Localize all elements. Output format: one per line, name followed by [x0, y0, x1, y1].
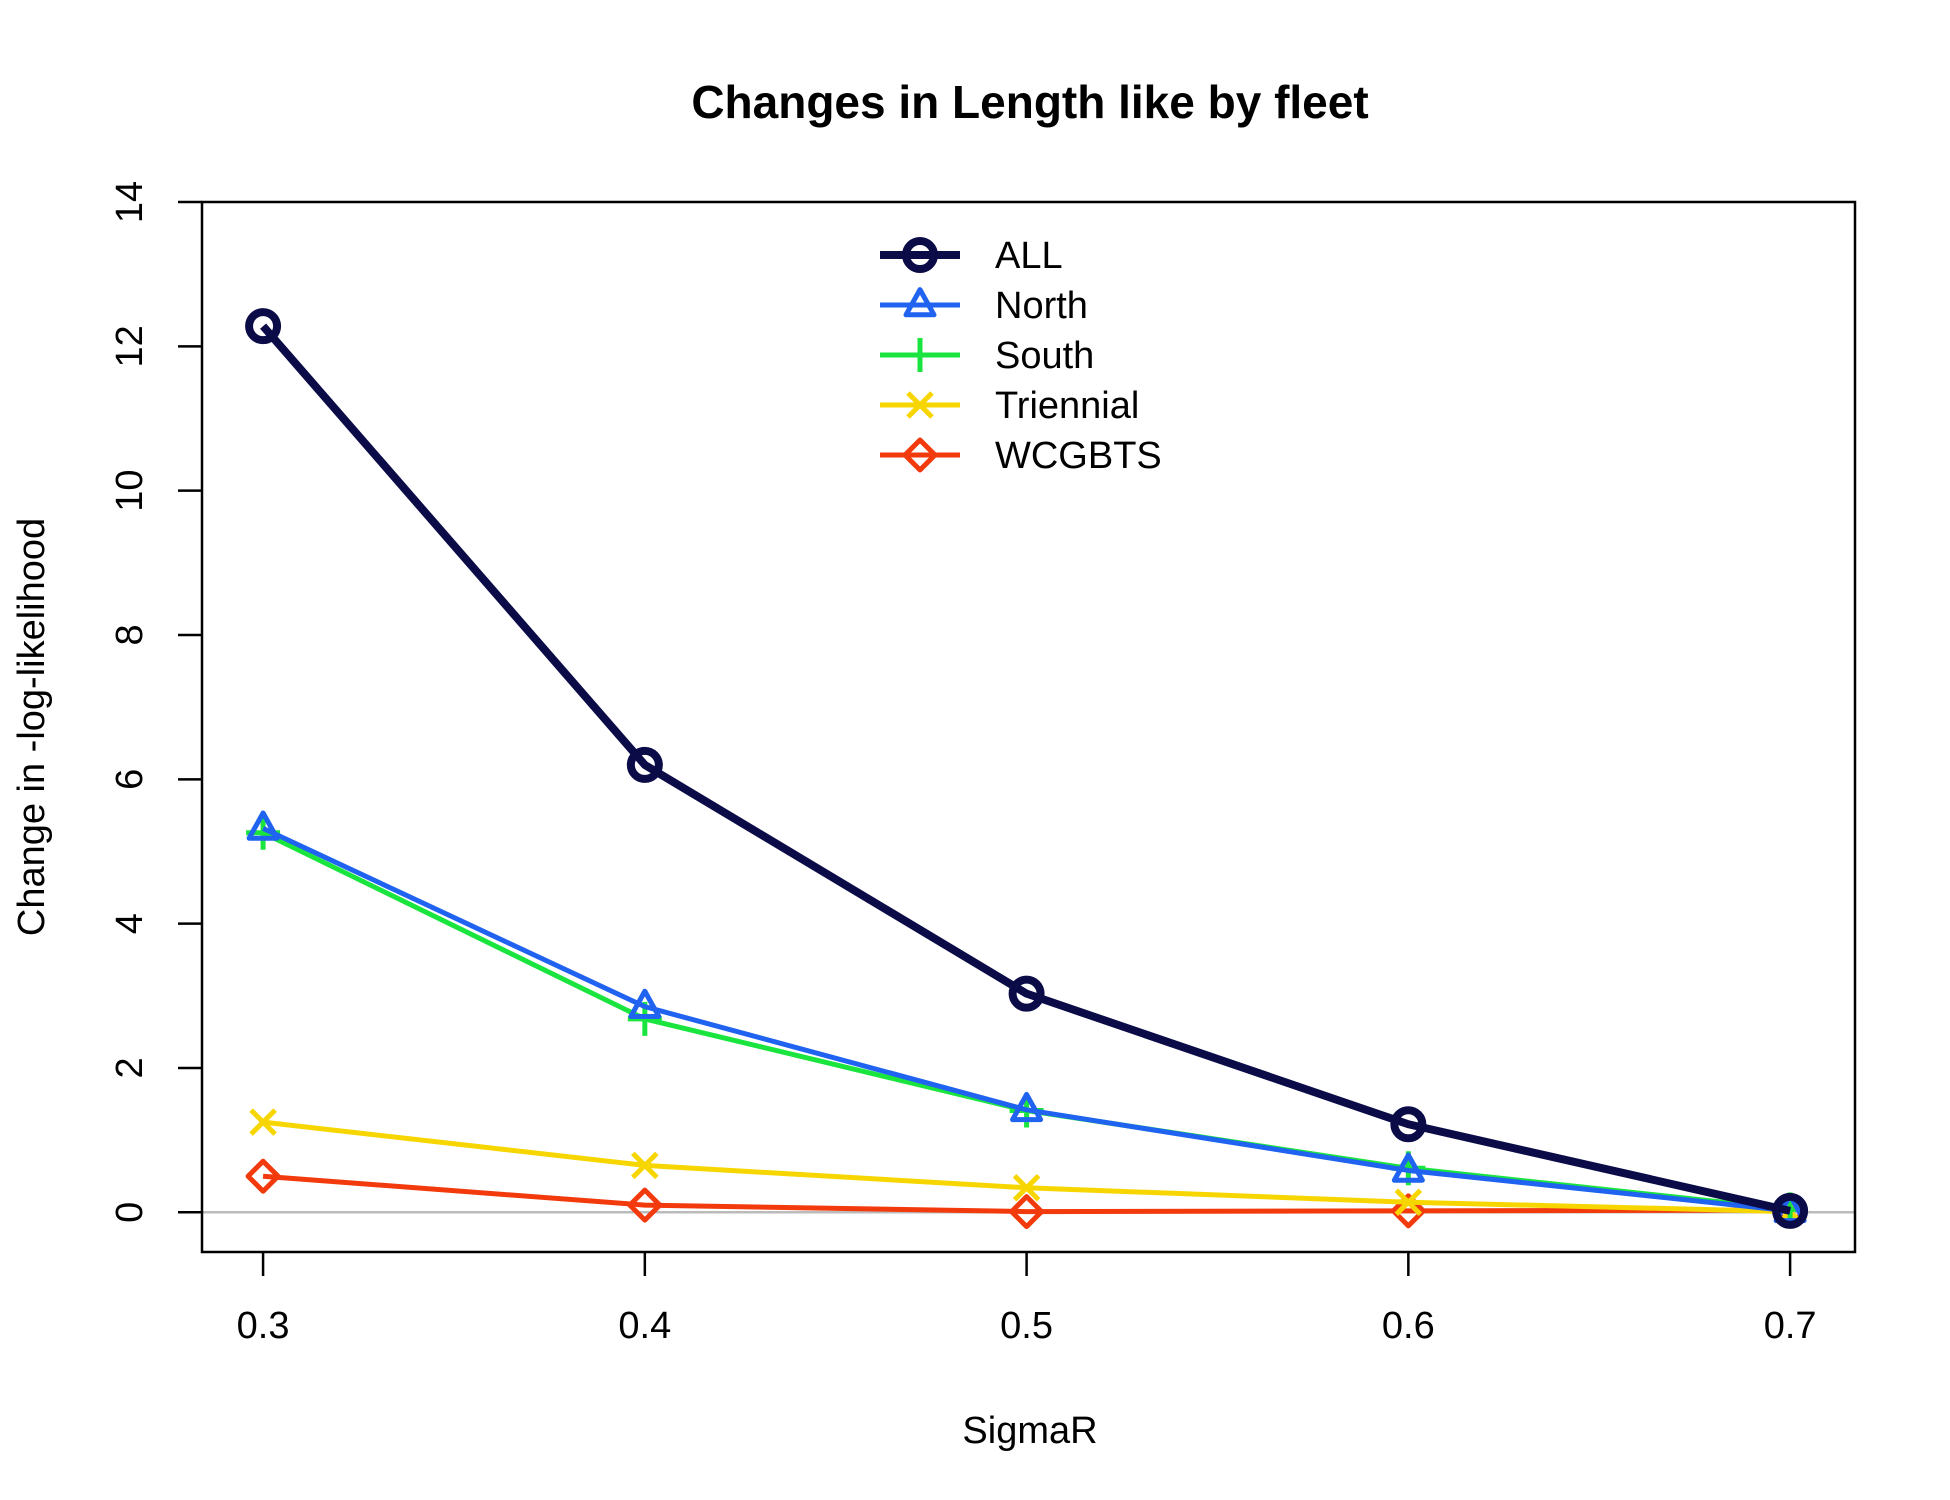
legend-label-north: North — [995, 285, 1088, 327]
y-tick-label: 0 — [109, 1202, 151, 1223]
data-point-triennial — [631, 1151, 659, 1180]
y-tick-label: 10 — [109, 470, 151, 512]
legend-item-triennial: Triennial — [880, 385, 1139, 427]
y-tick-label: 14 — [109, 181, 151, 223]
legend: ALL North South Triennial WCGBTS — [880, 235, 1162, 477]
legend-marker-all — [902, 237, 938, 273]
x-tick-label: 0.7 — [1764, 1305, 1817, 1347]
legend-marker-south — [903, 338, 937, 372]
data-point-all — [1772, 1192, 1809, 1229]
data-point-triennial — [1012, 1174, 1041, 1202]
legend-marker-triennial — [906, 391, 934, 419]
legend-label-triennial: Triennial — [995, 385, 1139, 427]
y-tick-label: 2 — [109, 1057, 151, 1078]
data-point-wcgbts — [1009, 1194, 1045, 1230]
y-axis: 0 2 4 6 8 10 12 14 — [109, 181, 202, 1223]
y-tick-label: 8 — [109, 624, 151, 645]
y-tick-label: 4 — [109, 913, 151, 934]
legend-item-south: South — [880, 335, 1094, 377]
series-line-north — [262, 826, 1791, 1214]
legend-label-wcgbts: WCGBTS — [995, 435, 1162, 477]
chart-title: Changes in Length like by fleet — [691, 76, 1368, 128]
x-axis: 0.3 0.4 0.5 0.6 0.7 — [237, 1252, 1817, 1347]
data-point-all — [245, 308, 282, 345]
legend-item-north: North — [880, 285, 1088, 327]
legend-marker-wcgbts — [902, 437, 938, 473]
data-point-triennial — [1394, 1188, 1423, 1216]
data-point-all — [626, 746, 663, 783]
series-line-wcgbts — [262, 1173, 1791, 1215]
legend-marker-north — [903, 287, 937, 318]
series-wcgbts — [245, 1158, 1808, 1230]
data-point-all — [1008, 975, 1045, 1012]
x-tick-label: 0.3 — [237, 1305, 290, 1347]
data-point-wcgbts — [1390, 1193, 1426, 1229]
y-axis-label: Change in -log-likelihood — [11, 518, 53, 936]
data-point-north — [246, 810, 280, 841]
data-point-north — [1010, 1091, 1044, 1123]
x-tick-label: 0.5 — [1000, 1305, 1053, 1347]
series-all — [245, 308, 1809, 1229]
x-tick-label: 0.6 — [1382, 1305, 1435, 1347]
data-point-triennial — [249, 1108, 277, 1136]
x-tick-label: 0.4 — [618, 1305, 671, 1347]
data-point-wcgbts — [245, 1158, 281, 1194]
series-line-all — [260, 323, 1791, 1215]
legend-label-all: ALL — [995, 235, 1063, 277]
data-point-wcgbts — [627, 1187, 663, 1223]
series-north — [246, 810, 1807, 1224]
x-axis-label: SigmaR — [962, 1410, 1097, 1452]
data-point-all — [1390, 1106, 1427, 1143]
legend-item-wcgbts: WCGBTS — [880, 435, 1162, 477]
plot-area-frame — [200, 200, 1857, 1254]
y-tick-label: 6 — [109, 769, 151, 790]
series-layer — [245, 308, 1809, 1230]
y-tick-label: 12 — [109, 325, 151, 367]
series-line-south — [261, 830, 1791, 1212]
legend-label-south: South — [995, 335, 1094, 377]
data-point-north — [628, 988, 662, 1019]
data-point-north — [1391, 1152, 1425, 1183]
legend-item-all: ALL — [880, 235, 1063, 277]
